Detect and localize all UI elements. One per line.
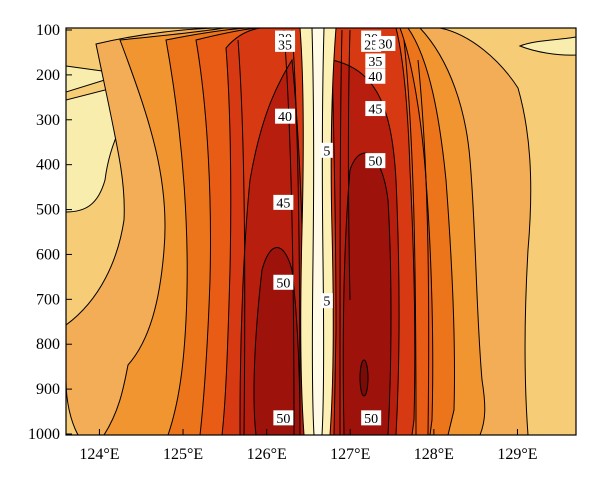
contour-label-box bbox=[273, 410, 294, 426]
band-50-left bbox=[253, 247, 301, 435]
y-tick-label: 600 bbox=[36, 246, 60, 263]
y-tick-label: 300 bbox=[36, 112, 60, 129]
plot-frame bbox=[65, 27, 577, 436]
contour-label-box bbox=[320, 293, 333, 309]
contour-label: 45 bbox=[368, 103, 382, 118]
plot-area: 203540455050552025303540455050 bbox=[66, 28, 576, 435]
x-tick-label: 127°E bbox=[330, 446, 370, 463]
contour-label-box bbox=[273, 274, 294, 290]
contour-labels: 203540455050552025303540455050 bbox=[273, 30, 396, 427]
x-tick-label: 129°E bbox=[497, 446, 537, 463]
x-tick-label: 125°E bbox=[163, 446, 203, 463]
x-axis: 124°E 125°E 126°E 127°E 128°E 129°E bbox=[79, 429, 538, 463]
contour-label: 40 bbox=[368, 70, 382, 85]
contour-label: 35 bbox=[278, 38, 292, 53]
x-tick-label: 124°E bbox=[79, 446, 119, 463]
contour-label-box bbox=[365, 153, 386, 169]
contour-label-box bbox=[275, 108, 296, 124]
y-tick-label: 1000 bbox=[28, 426, 60, 443]
band-50-right bbox=[342, 152, 392, 435]
contour-label: 50 bbox=[368, 155, 382, 170]
contour-label-box bbox=[365, 53, 386, 69]
contour-label: 50 bbox=[276, 412, 290, 427]
contour-label: 25 bbox=[364, 38, 378, 53]
y-tick-label: 900 bbox=[36, 381, 60, 398]
contour-label-box bbox=[365, 101, 386, 117]
band-5-center bbox=[311, 28, 325, 435]
y-tick-label: 500 bbox=[36, 202, 60, 219]
x-tick-label: 128°E bbox=[414, 446, 454, 463]
x-tick-label: 126°E bbox=[247, 446, 287, 463]
band-right-pale bbox=[518, 36, 576, 56]
contour-label: 50 bbox=[276, 276, 290, 291]
band-55-right bbox=[359, 359, 369, 397]
contour-label: 5 bbox=[323, 144, 330, 159]
contour-label-box bbox=[320, 142, 333, 158]
contour-lines bbox=[237, 29, 430, 435]
contour-label: 5 bbox=[323, 295, 330, 310]
contour-label: 50 bbox=[364, 412, 378, 427]
y-tick-label: 700 bbox=[36, 291, 60, 308]
y-tick-label: 100 bbox=[36, 22, 60, 39]
y-tick-label: 800 bbox=[36, 336, 60, 353]
contour-label: 45 bbox=[276, 196, 290, 211]
contour-label: 35 bbox=[368, 55, 382, 70]
contour-label: 40 bbox=[278, 110, 292, 125]
contour-label-box bbox=[375, 35, 396, 51]
contour-label-box bbox=[273, 194, 294, 210]
y-tick-label: 400 bbox=[36, 157, 60, 174]
contour-label: 30 bbox=[378, 37, 392, 52]
contour-label-box bbox=[275, 36, 296, 52]
contour-label-box bbox=[361, 410, 382, 426]
y-axis: 100 200 300 400 500 600 700 800 900 1000 bbox=[28, 22, 72, 443]
contour-label-box bbox=[365, 68, 386, 84]
y-tick-label: 200 bbox=[36, 67, 60, 84]
